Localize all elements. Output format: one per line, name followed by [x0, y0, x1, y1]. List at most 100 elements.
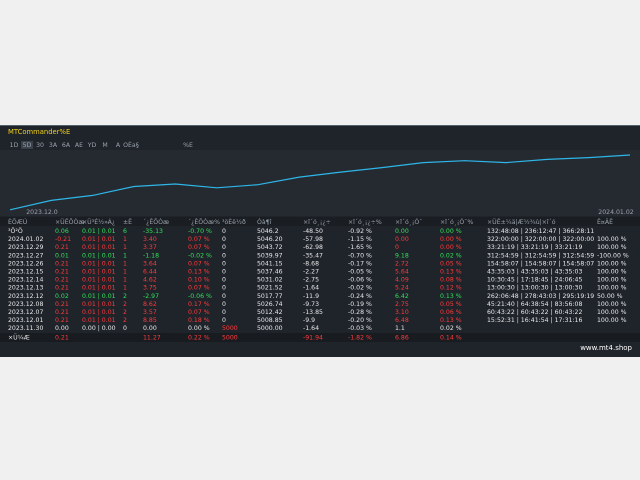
toolbar-button[interactable]: YD	[87, 142, 97, 149]
toolbar-button[interactable]: 30	[36, 142, 44, 149]
table-cell: 0.21	[55, 260, 69, 267]
column-header: ´¿ÊÕÒæ%	[188, 217, 220, 226]
column-header: ´¿ÊÕÒæ	[143, 217, 169, 226]
table-cell: 0.13 %	[440, 317, 462, 324]
table-cell: 5037.46	[257, 269, 283, 276]
table-cell: 5043.72	[257, 244, 283, 251]
chart-end-label: 2024.01.02	[598, 209, 633, 216]
table-cell: 43:35:03 | 43:35:03 | 43:35:03	[487, 269, 582, 276]
table-cell: -2.75	[303, 277, 319, 284]
total-cell: ×Ü¼Æ	[8, 333, 30, 342]
table-cell: 0.06 %	[440, 309, 462, 316]
table-cell: 4.09	[395, 277, 409, 284]
table-cell: 2	[123, 309, 127, 316]
table-cell: 0.02 %	[440, 325, 462, 332]
table-cell: 0.01 | 0.01	[82, 269, 116, 276]
table-cell: -0.92 %	[348, 228, 372, 235]
table-cell: 5008.85	[257, 317, 283, 324]
table-cell: 100.00 %	[597, 309, 627, 316]
table-cell: 15:52:31 | 16:41:54 | 17:31:16	[487, 317, 582, 324]
table-cell: -0.21	[55, 236, 71, 243]
toolbar-button[interactable]: %E	[183, 142, 193, 149]
toolbar-button[interactable]: A	[116, 142, 121, 149]
table-cell: 45:21:40 | 64:38:54 | 83:56:08	[487, 301, 582, 308]
table-cell: 0.21	[55, 269, 69, 276]
table-cell: 100.00 %	[597, 244, 627, 251]
table-cell: 2024.01.02	[8, 236, 43, 243]
table-cell: 2023.11.30	[8, 325, 43, 332]
table-cell: 0.00 | 0.00	[82, 325, 116, 332]
table-cell: 5046.20	[257, 236, 283, 243]
table-cell: 0.00 %	[188, 325, 210, 332]
table-cell: 0	[222, 277, 226, 284]
table-cell: 0.01 | 0.01	[82, 277, 116, 284]
toolbar-active	[21, 141, 33, 149]
toolbar-button[interactable]: OÈa§	[123, 140, 139, 149]
table-cell: -11.9	[303, 293, 319, 300]
table-cell: 5017.77	[257, 293, 283, 300]
toolbar-button[interactable]: M	[102, 142, 107, 149]
toolbar-button[interactable]: 6A	[62, 142, 71, 149]
table-cell: -1.15 %	[348, 236, 372, 243]
table-cell: 0.07 %	[188, 285, 210, 292]
table-cell: 2.72	[395, 260, 409, 267]
column-header: ÈÕÆÚ	[8, 217, 27, 226]
table-cell: 262:06:48 | 278:43:03 | 295:19:19	[487, 293, 594, 300]
table-cell: 0.05 %	[440, 301, 462, 308]
table-cell: 2023.12.08	[8, 301, 43, 308]
table-cell: 2023.12.29	[8, 244, 43, 251]
table-cell: 3.10	[395, 309, 409, 316]
table-cell: 0.01 | 0.01	[82, 293, 116, 300]
table-cell: 4.62	[143, 277, 157, 284]
table-cell: -100.00 %	[597, 252, 629, 259]
toolbar-button[interactable]: 5D	[23, 142, 32, 149]
table-cell: -35.47	[303, 252, 323, 259]
table-cell: 2023.12.01	[8, 317, 43, 324]
column-header: ×î´ó¸¡Ó¯	[395, 217, 422, 226]
table-cell: 0.00	[55, 325, 69, 332]
total-cell: 5000	[222, 335, 238, 342]
total-cell: 6.86	[395, 335, 409, 342]
table-cell: 6.42	[395, 293, 409, 300]
toolbar-button[interactable]: 3A	[49, 142, 58, 149]
table-cell: 0.07 %	[188, 236, 210, 243]
table-cell: 3.57	[143, 309, 157, 316]
table-cell: 5041.15	[257, 260, 283, 267]
table-cell: 100.00 %	[597, 285, 627, 292]
table-cell: 2023.12.26	[8, 260, 43, 267]
toolbar-button[interactable]: AE	[75, 142, 83, 149]
table-cell: 2023.12.13	[8, 285, 43, 292]
table-cell: 0	[222, 309, 226, 316]
column-header: ×î´ó¸¡Ó¯%	[440, 217, 473, 226]
table-cell: 0.21	[55, 285, 69, 292]
column-header: ×î´ó¸¡¿÷	[303, 218, 331, 226]
table-cell: -2.27	[303, 269, 319, 276]
table-cell: 13:00:30 | 13:00:30 | 13:00:30	[487, 285, 582, 292]
table-cell: 312:54:59 | 312:54:59 | 312:54:59	[487, 252, 594, 259]
table-cell: 0.00 %	[440, 244, 462, 251]
table-cell: 5039.97	[257, 252, 283, 259]
table-cell: 0.02 %	[440, 252, 462, 259]
table-cell: 154:58:07 | 154:58:07 | 154:58:07	[487, 260, 594, 267]
table-cell: -0.19 %	[348, 301, 372, 308]
table-cell: -57.98	[303, 236, 323, 243]
table-cell: 0	[222, 301, 226, 308]
table-cell: 5.24	[395, 285, 409, 292]
table-cell: -35.13	[143, 228, 163, 235]
table-cell: 0.21	[55, 317, 69, 324]
table-cell: 3.64	[143, 260, 157, 267]
table-cell: 0.00	[143, 325, 157, 332]
table-cell: 1	[123, 285, 127, 292]
table-cell: 0.07 %	[188, 260, 210, 267]
table-cell: 0	[222, 252, 226, 259]
table-cell: -1.65 %	[348, 244, 372, 251]
table-cell: 1	[123, 252, 127, 259]
table-cell: 0.00	[395, 228, 409, 235]
toolbar-button[interactable]: 1D	[10, 142, 19, 149]
table-cell: 2023.12.07	[8, 309, 43, 316]
table-cell: 0	[222, 228, 226, 235]
column-header: ×ÜÊÕÒæ	[55, 217, 84, 226]
table-cell: 0.01 | 0.01	[82, 252, 116, 259]
table-cell: 0	[222, 269, 226, 276]
